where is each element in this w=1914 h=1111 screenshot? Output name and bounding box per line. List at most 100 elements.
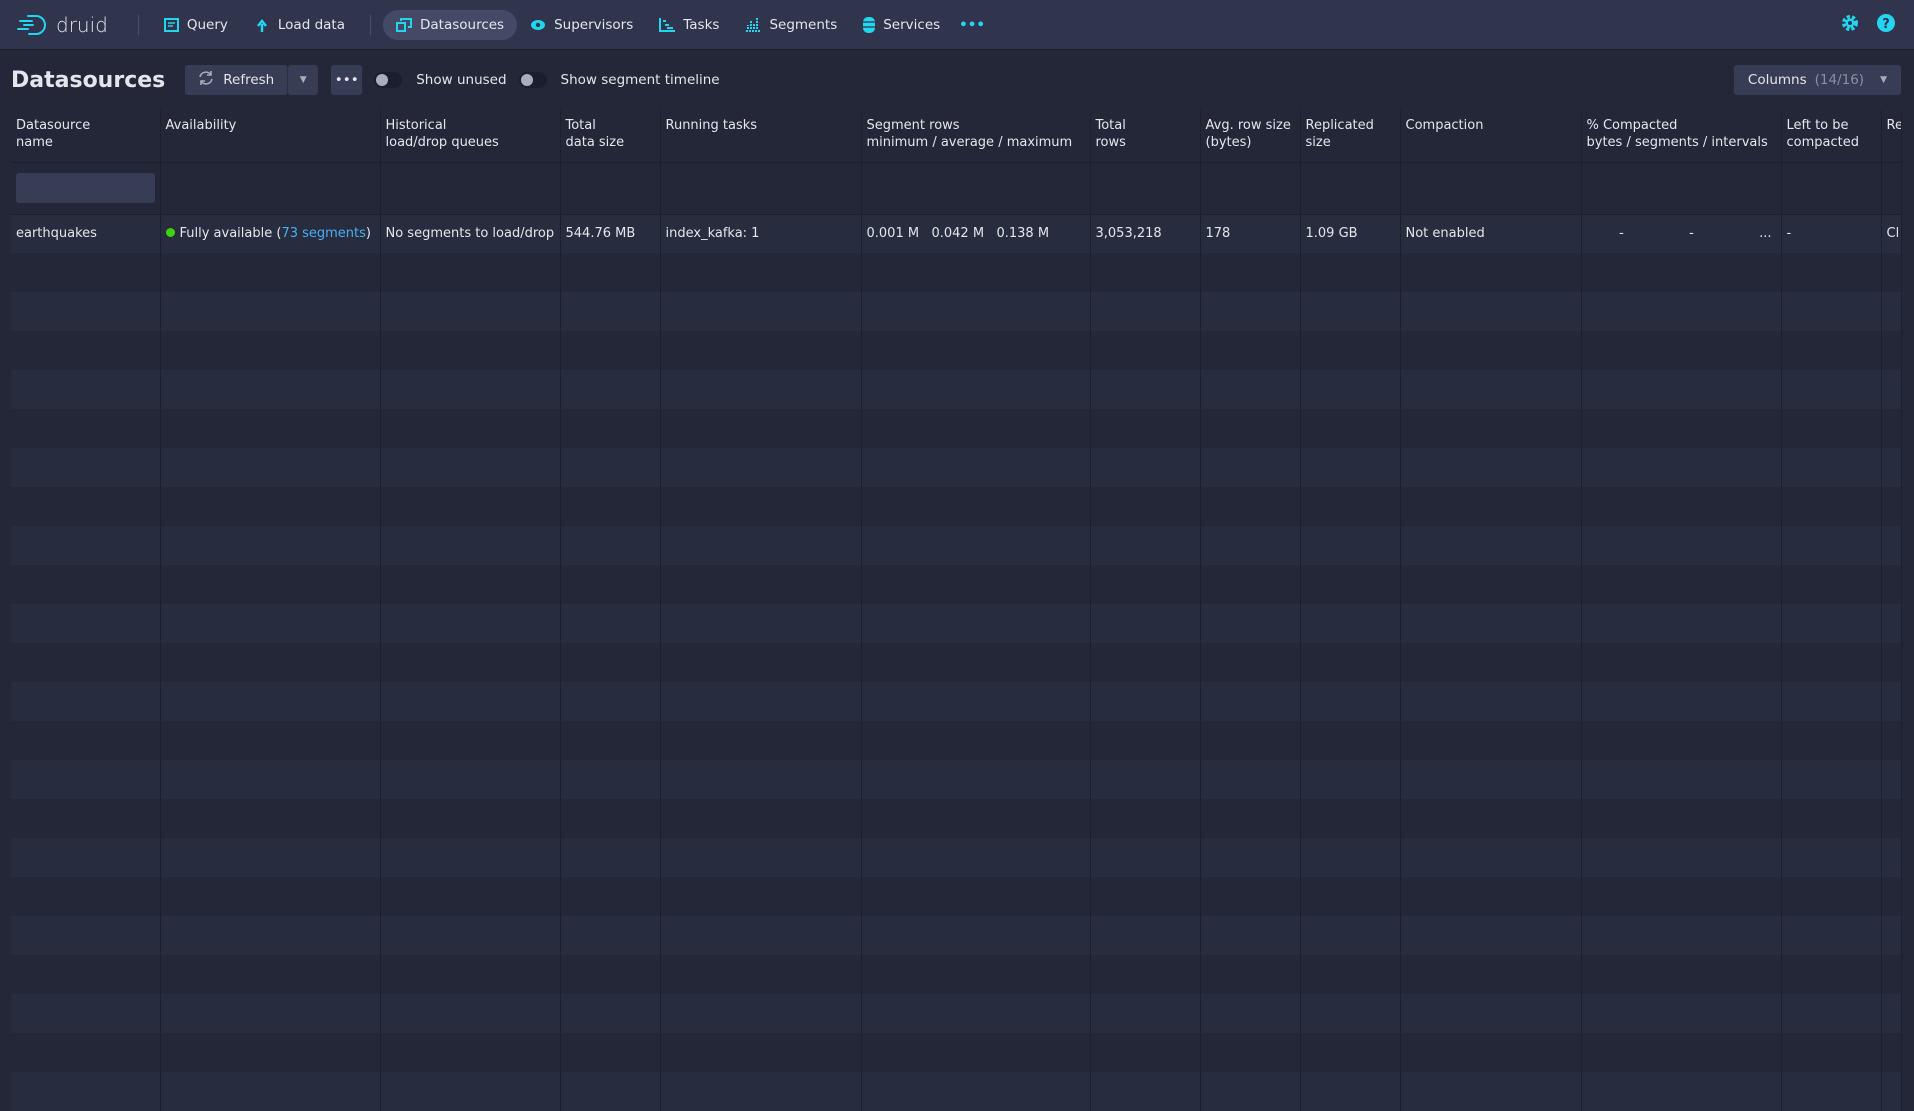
empty-cell: [11, 760, 161, 799]
column-header[interactable]: % Compacted bytes / segments / intervals: [1581, 110, 1782, 163]
empty-row: [11, 994, 1902, 1033]
empty-cell: [660, 916, 862, 955]
show-segment-timeline-toggle[interactable]: Show segment timeline: [518, 72, 720, 88]
empty-cell: [1200, 604, 1301, 643]
empty-cell: [380, 682, 561, 721]
nav-load-data[interactable]: Load data: [241, 10, 358, 40]
empty-cell: [1881, 487, 1902, 526]
empty-row: [11, 760, 1902, 799]
empty-cell: [660, 409, 862, 448]
empty-cell: [1781, 838, 1882, 877]
nav-services[interactable]: Services: [850, 10, 953, 40]
empty-cell: [1881, 370, 1902, 409]
cell-compaction[interactable]: Not enabled: [1400, 214, 1582, 253]
empty-cell: [660, 721, 862, 760]
empty-cell: [380, 799, 561, 838]
empty-cell: [1300, 760, 1401, 799]
empty-cell: [1300, 916, 1401, 955]
empty-cell: [1200, 526, 1301, 565]
columns-button[interactable]: Columns (14/16) ▼: [1733, 65, 1901, 95]
query-icon: [163, 17, 179, 32]
pct-bytes: -: [1619, 226, 1624, 242]
empty-cell: [380, 916, 561, 955]
refresh-options-dropdown[interactable]: ▼: [288, 65, 319, 95]
empty-cell: [861, 643, 1091, 682]
empty-cell: [1400, 916, 1582, 955]
cell-name[interactable]: earthquakes: [11, 214, 161, 253]
show-unused-toggle[interactable]: Show unused: [374, 72, 507, 88]
column-header[interactable]: Total data size: [560, 110, 661, 163]
nav-segments[interactable]: Segments: [732, 10, 850, 40]
druid-logo[interactable]: druid: [16, 12, 108, 38]
column-header[interactable]: Running tasks: [660, 110, 862, 163]
segments-link[interactable]: 73 segments: [281, 226, 366, 242]
empty-cell: [660, 682, 862, 721]
empty-cell: [560, 604, 661, 643]
empty-cell: [11, 838, 161, 877]
header-line: Left to be: [1786, 118, 1849, 133]
more-nav-button[interactable]: •••: [959, 16, 986, 33]
empty-cell: [1200, 487, 1301, 526]
table-row[interactable]: earthquakes Fully available (73 segments…: [11, 214, 1902, 253]
empty-cell: [1581, 448, 1782, 487]
filter-cell: [11, 162, 161, 215]
empty-cell: [1881, 877, 1902, 916]
empty-cell: [1200, 409, 1301, 448]
empty-cell: [1300, 253, 1401, 292]
empty-cell: [380, 877, 561, 916]
column-header[interactable]: Segment rows minimum / average / maximum: [861, 110, 1091, 163]
empty-cell: [861, 916, 1091, 955]
refresh-button[interactable]: Refresh: [185, 65, 289, 95]
empty-cell: [1300, 994, 1401, 1033]
header-line: Total: [1095, 118, 1126, 133]
settings-gear-icon[interactable]: [1840, 13, 1860, 37]
empty-cell: [1200, 838, 1301, 877]
empty-cell: [1090, 838, 1201, 877]
cell-running-tasks[interactable]: index_kafka: 1: [660, 214, 862, 253]
empty-cell: [660, 760, 862, 799]
empty-cell: [1581, 253, 1782, 292]
logo-text: druid: [56, 12, 108, 37]
toggle-label: Show unused: [416, 72, 507, 88]
empty-cell: [160, 643, 381, 682]
empty-cell: [380, 955, 561, 994]
nav-supervisors[interactable]: Supervisors: [517, 10, 646, 40]
empty-cell: [1781, 721, 1882, 760]
empty-cell: [861, 292, 1091, 331]
empty-cell: [560, 799, 661, 838]
column-header[interactable]: Re: [1881, 110, 1902, 163]
cell-retention[interactable]: Cl: [1881, 214, 1902, 253]
empty-cell: [11, 1072, 161, 1111]
column-header[interactable]: Compaction: [1400, 110, 1582, 163]
empty-cell: [11, 799, 161, 838]
empty-cell: [1400, 448, 1582, 487]
empty-cell: [160, 565, 381, 604]
column-header[interactable]: Left to be compacted: [1781, 110, 1882, 163]
header-line: (bytes): [1205, 135, 1252, 150]
empty-cell: [1781, 682, 1882, 721]
empty-cell: [1881, 253, 1902, 292]
more-actions-button[interactable]: •••: [331, 65, 363, 95]
nav-tasks[interactable]: Tasks: [646, 10, 732, 40]
column-header[interactable]: Total rows: [1090, 110, 1201, 163]
empty-cell: [1300, 331, 1401, 370]
help-icon[interactable]: ?: [1876, 13, 1896, 37]
empty-cell: [660, 448, 862, 487]
empty-cell: [160, 994, 381, 1033]
empty-cell: [861, 604, 1091, 643]
empty-cell: [1881, 916, 1902, 955]
nav-query[interactable]: Query: [151, 10, 241, 40]
nav-datasources[interactable]: Datasources: [382, 9, 518, 40]
empty-cell: [560, 994, 661, 1033]
column-header[interactable]: Replicated size: [1300, 110, 1401, 163]
column-header[interactable]: Availability: [160, 110, 381, 163]
column-header[interactable]: Avg. row size (bytes): [1200, 110, 1301, 163]
empty-cell: [160, 487, 381, 526]
empty-cell: [660, 799, 862, 838]
empty-cell: [1781, 1033, 1882, 1072]
empty-cell: [1581, 643, 1782, 682]
column-header[interactable]: Historical load/drop queues: [380, 110, 561, 163]
seg-min: 0.001 M: [866, 226, 920, 242]
datasource-name-filter-input[interactable]: [16, 173, 155, 203]
column-header[interactable]: Datasource name: [11, 110, 161, 163]
